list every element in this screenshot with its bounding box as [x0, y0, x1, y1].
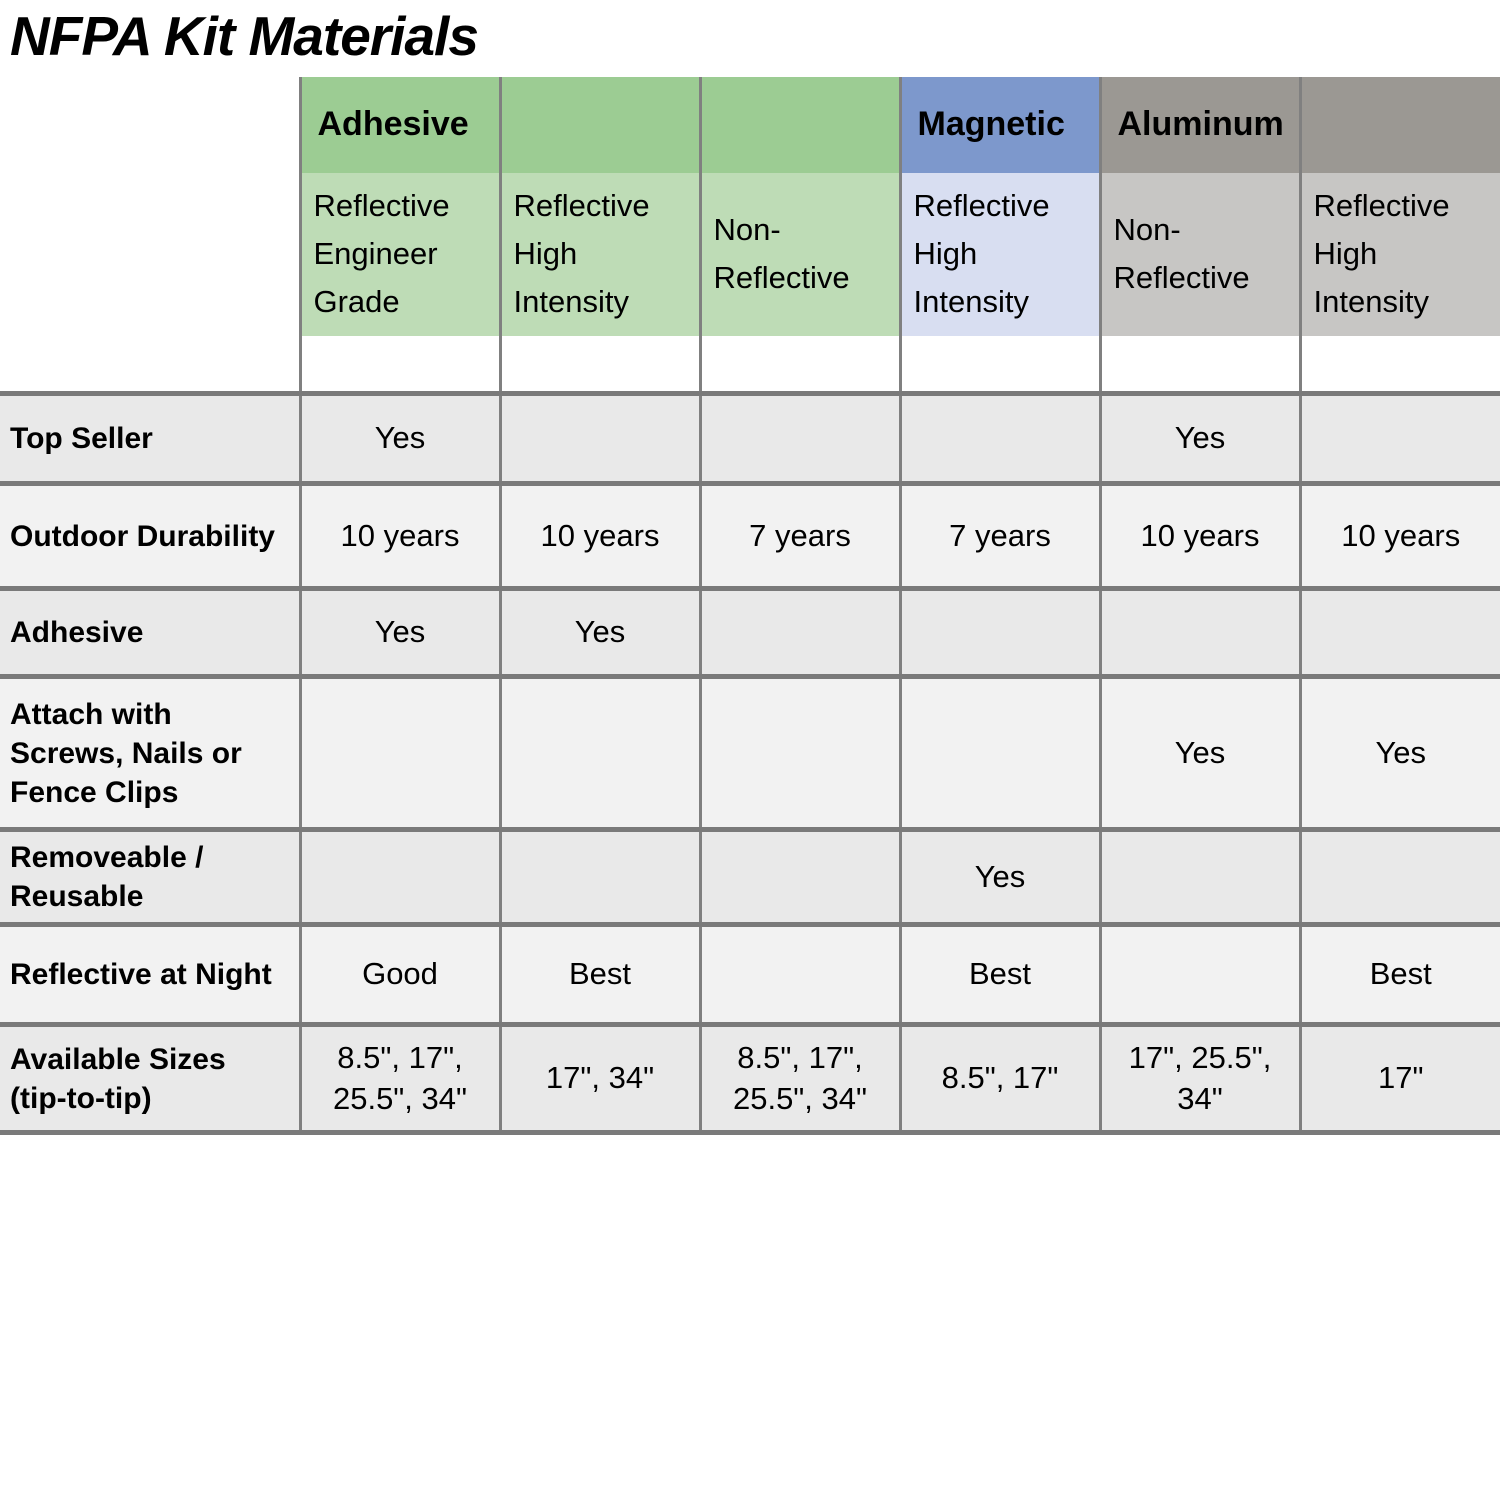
cell-value: Good — [298, 922, 500, 1025]
cell-value: 7 years — [698, 481, 900, 589]
column-subheader-row: Reflective Engineer Grade Reflective Hig… — [0, 172, 1500, 336]
cell-value: 8.5", 17", 25.5", 34" — [298, 1022, 500, 1135]
cell-value — [898, 391, 1100, 484]
column-subheader: Reflective High Intensity — [1298, 172, 1500, 336]
cell-value: 7 years — [898, 481, 1100, 589]
spacer-row — [0, 335, 1500, 394]
table-row-removeable-reusable: Removeable / Reusable Yes — [0, 827, 1500, 925]
column-subheader: Reflective High Intensity — [498, 172, 700, 336]
cell-value — [1098, 827, 1300, 925]
table-row-reflective-at-night: Reflective at Night Good Best Best Best — [0, 922, 1500, 1025]
cell-value — [498, 827, 700, 925]
cell-value: Yes — [898, 827, 1100, 925]
cell-value: 8.5", 17", 25.5", 34" — [698, 1022, 900, 1135]
cell-value — [898, 674, 1100, 830]
row-label: Attach with Screws, Nails or Fence Clips — [0, 674, 300, 830]
cell-value — [898, 586, 1100, 677]
cell-value: 10 years — [1298, 481, 1500, 589]
table-row-adhesive: Adhesive Yes Yes — [0, 586, 1500, 677]
cell-value: Best — [898, 922, 1100, 1025]
cell-value — [498, 674, 700, 830]
spacer-cell — [498, 335, 700, 394]
header-spacer-cell — [0, 172, 300, 336]
cell-value: 10 years — [1098, 481, 1300, 589]
cell-value: Yes — [1298, 674, 1500, 830]
cell-value: Yes — [498, 586, 700, 677]
cell-value — [698, 922, 900, 1025]
cell-value: Best — [498, 922, 700, 1025]
cell-value: Yes — [298, 586, 500, 677]
cell-value — [298, 827, 500, 925]
column-group-header-row: Adhesive Magnetic Aluminum — [0, 76, 1500, 173]
cell-value: Yes — [298, 391, 500, 484]
row-label: Adhesive — [0, 586, 300, 677]
cell-value: Best — [1298, 922, 1500, 1025]
column-group-aluminum: Aluminum — [1098, 76, 1300, 173]
spacer-cell — [0, 335, 300, 394]
column-group-adhesive-cont — [498, 76, 700, 173]
spacer-cell — [698, 335, 900, 394]
cell-value — [698, 674, 900, 830]
cell-value — [698, 586, 900, 677]
cell-value — [498, 391, 700, 484]
cell-value: 8.5", 17" — [898, 1022, 1100, 1135]
row-label: Top Seller — [0, 391, 300, 484]
materials-comparison-table: Adhesive Magnetic Aluminum Reflective En… — [0, 76, 1500, 1135]
cell-value — [1298, 391, 1500, 484]
table-row-top-seller: Top Seller Yes Yes — [0, 391, 1500, 484]
column-group-adhesive: Adhesive — [298, 76, 500, 173]
page-title: NFPA Kit Materials — [10, 5, 479, 67]
cell-value: Yes — [1098, 391, 1300, 484]
cell-value — [1298, 586, 1500, 677]
column-subheader: Non-Reflective — [1098, 172, 1300, 336]
cell-value: 10 years — [498, 481, 700, 589]
cell-value — [1098, 586, 1300, 677]
column-group-adhesive-cont — [698, 76, 900, 173]
table-row-available-sizes: Available Sizes (tip-to-tip) 8.5", 17", … — [0, 1022, 1500, 1135]
cell-value — [698, 391, 900, 484]
column-subheader: Reflective Engineer Grade — [298, 172, 500, 336]
spacer-cell — [1298, 335, 1500, 394]
cell-value: 17", 25.5", 34" — [1098, 1022, 1300, 1135]
row-label: Removeable / Reusable — [0, 827, 300, 925]
cell-value: 17" — [1298, 1022, 1500, 1135]
cell-value — [298, 674, 500, 830]
spacer-cell — [298, 335, 500, 394]
row-label: Reflective at Night — [0, 922, 300, 1025]
cell-value — [698, 827, 900, 925]
column-group-magnetic: Magnetic — [898, 76, 1100, 173]
header-spacer-cell — [0, 76, 300, 173]
column-group-aluminum-cont — [1298, 76, 1500, 173]
cell-value: 17", 34" — [498, 1022, 700, 1135]
table-row-attach-with-screws: Attach with Screws, Nails or Fence Clips… — [0, 674, 1500, 830]
spacer-cell — [1098, 335, 1300, 394]
row-label: Outdoor Durability — [0, 481, 300, 589]
row-label: Available Sizes (tip-to-tip) — [0, 1022, 300, 1135]
column-subheader: Reflective High Intensity — [898, 172, 1100, 336]
cell-value: 10 years — [298, 481, 500, 589]
cell-value — [1098, 922, 1300, 1025]
cell-value: Yes — [1098, 674, 1300, 830]
cell-value — [1298, 827, 1500, 925]
spacer-cell — [898, 335, 1100, 394]
table-row-outdoor-durability: Outdoor Durability 10 years 10 years 7 y… — [0, 481, 1500, 589]
column-subheader: Non-Reflective — [698, 172, 900, 336]
